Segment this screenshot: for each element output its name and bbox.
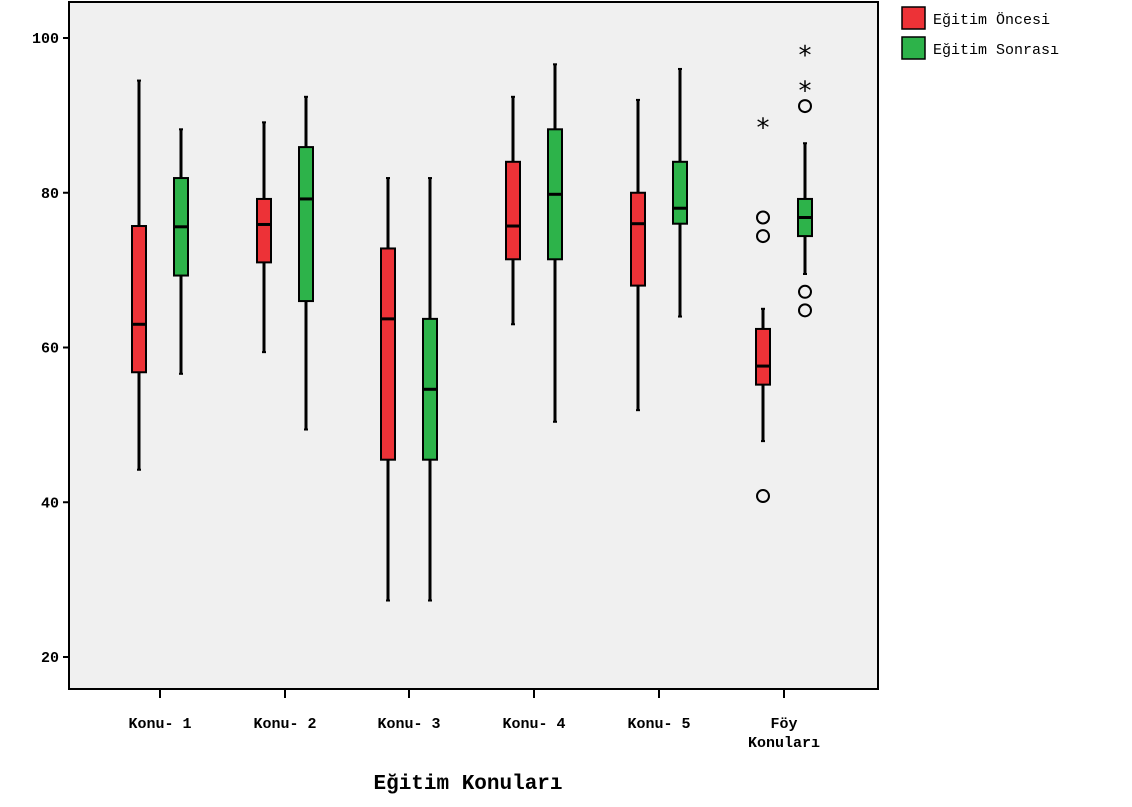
x-axis-title: Eğitim Konuları	[373, 773, 562, 796]
y-tick-label: 60	[41, 341, 59, 358]
outlier-point	[798, 99, 812, 114]
box-sonrasi-6: **	[797, 41, 813, 318]
x-tick-label: Konu- 1	[128, 716, 191, 733]
box-iqr	[505, 160, 521, 261]
box-sonrasi-1	[173, 128, 189, 375]
plot-area	[68, 1, 879, 690]
x-tick-label: Konuları	[748, 735, 820, 752]
box-iqr	[298, 146, 314, 303]
y-axis: 20 40 60 80 100	[32, 31, 69, 667]
legend-swatch	[901, 36, 926, 60]
x-tick-label: Konu- 3	[377, 716, 440, 733]
box-iqr	[630, 191, 646, 287]
box-oncesi-4	[505, 95, 521, 326]
extreme-point: *	[799, 77, 812, 107]
x-tick-label: Föy	[770, 716, 797, 733]
extreme-point: *	[799, 41, 812, 71]
legend-label: Eğitim Sonrası	[933, 42, 1059, 59]
box-sonrasi-2	[298, 95, 314, 431]
box-sonrasi-3	[422, 177, 438, 602]
x-tick-label: Konu- 4	[502, 716, 565, 733]
outlier-point	[756, 489, 770, 504]
x-tick-label: Konu- 2	[253, 716, 316, 733]
x-axis: Konu- 1 Konu- 2 Konu- 3 Konu- 4 Konu- 5 Föy Ko…	[128, 689, 820, 752]
y-tick-label: 80	[41, 186, 59, 203]
extreme-point: *	[757, 114, 770, 144]
x-tick-label: Konu- 5	[627, 716, 690, 733]
box-oncesi-6: *	[755, 114, 771, 504]
y-tick-label: 100	[32, 31, 59, 48]
outlier-point	[756, 210, 770, 225]
box-oncesi-1	[131, 79, 147, 471]
box-sonrasi-5	[672, 67, 688, 318]
outlier-point	[798, 303, 812, 318]
box-iqr	[131, 225, 147, 374]
box-oncesi-3	[380, 177, 396, 602]
box-iqr	[755, 327, 771, 386]
y-tick-label: 40	[41, 495, 59, 512]
outlier-point	[798, 284, 812, 299]
box-oncesi-5	[630, 98, 646, 412]
legend-label: Eğitim Öncesi	[933, 11, 1050, 29]
box-iqr	[256, 197, 272, 264]
legend-swatch	[901, 6, 926, 30]
box-iqr	[672, 160, 688, 225]
box-oncesi-2	[256, 121, 272, 354]
boxes: ***	[131, 41, 813, 602]
y-tick-label: 20	[41, 650, 59, 667]
outlier-point	[756, 229, 770, 244]
legend: Eğitim Öncesi Eğitim Sonrası	[901, 6, 1059, 60]
box-iqr	[380, 247, 396, 461]
box-sonrasi-4	[547, 63, 563, 423]
